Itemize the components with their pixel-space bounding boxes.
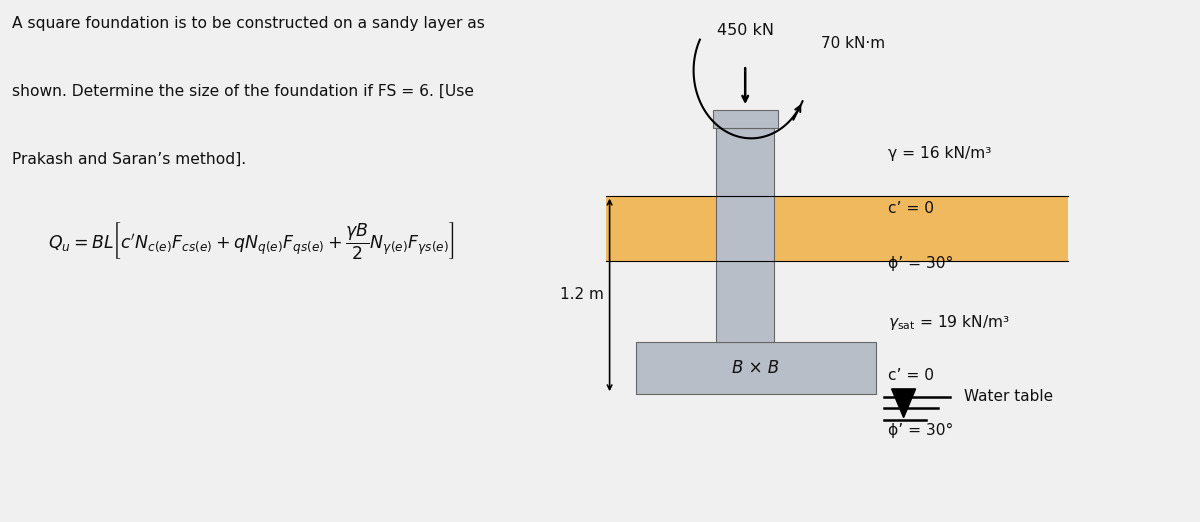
- Bar: [606, 196, 1068, 261]
- Text: $\gamma_\mathrm{sat}$ = 19 kN/m³: $\gamma_\mathrm{sat}$ = 19 kN/m³: [888, 313, 1010, 332]
- Text: 70 kN·m: 70 kN·m: [821, 36, 884, 51]
- Text: ϕ’ = 30°: ϕ’ = 30°: [888, 423, 953, 438]
- Bar: [716, 128, 774, 342]
- Bar: [636, 342, 876, 394]
- Text: shown. Determine the size of the foundation if FS = 6. [Use: shown. Determine the size of the foundat…: [12, 84, 474, 99]
- Text: γ = 16 kN/m³: γ = 16 kN/m³: [888, 146, 991, 161]
- Text: Water table: Water table: [964, 389, 1052, 404]
- Text: c’ = 0: c’ = 0: [888, 201, 934, 216]
- Text: 450 kN: 450 kN: [716, 23, 774, 39]
- Bar: [713, 110, 778, 128]
- Text: c’ = 0: c’ = 0: [888, 368, 934, 383]
- Text: B × B: B × B: [732, 359, 780, 377]
- Text: $Q_u = BL\left[c'N_{c(e)}F_{cs(e)} + qN_{q(e)}F_{qs(e)} + \dfrac{\gamma B}{2}N_{: $Q_u = BL\left[c'N_{c(e)}F_{cs(e)} + qN_…: [48, 220, 455, 260]
- Text: A square foundation is to be constructed on a sandy layer as: A square foundation is to be constructed…: [12, 16, 485, 31]
- Text: ϕ’ = 30°: ϕ’ = 30°: [888, 256, 953, 271]
- Text: Prakash and Saran’s method].: Prakash and Saran’s method].: [12, 151, 246, 167]
- Polygon shape: [892, 389, 916, 418]
- Text: 1.2 m: 1.2 m: [559, 288, 604, 302]
